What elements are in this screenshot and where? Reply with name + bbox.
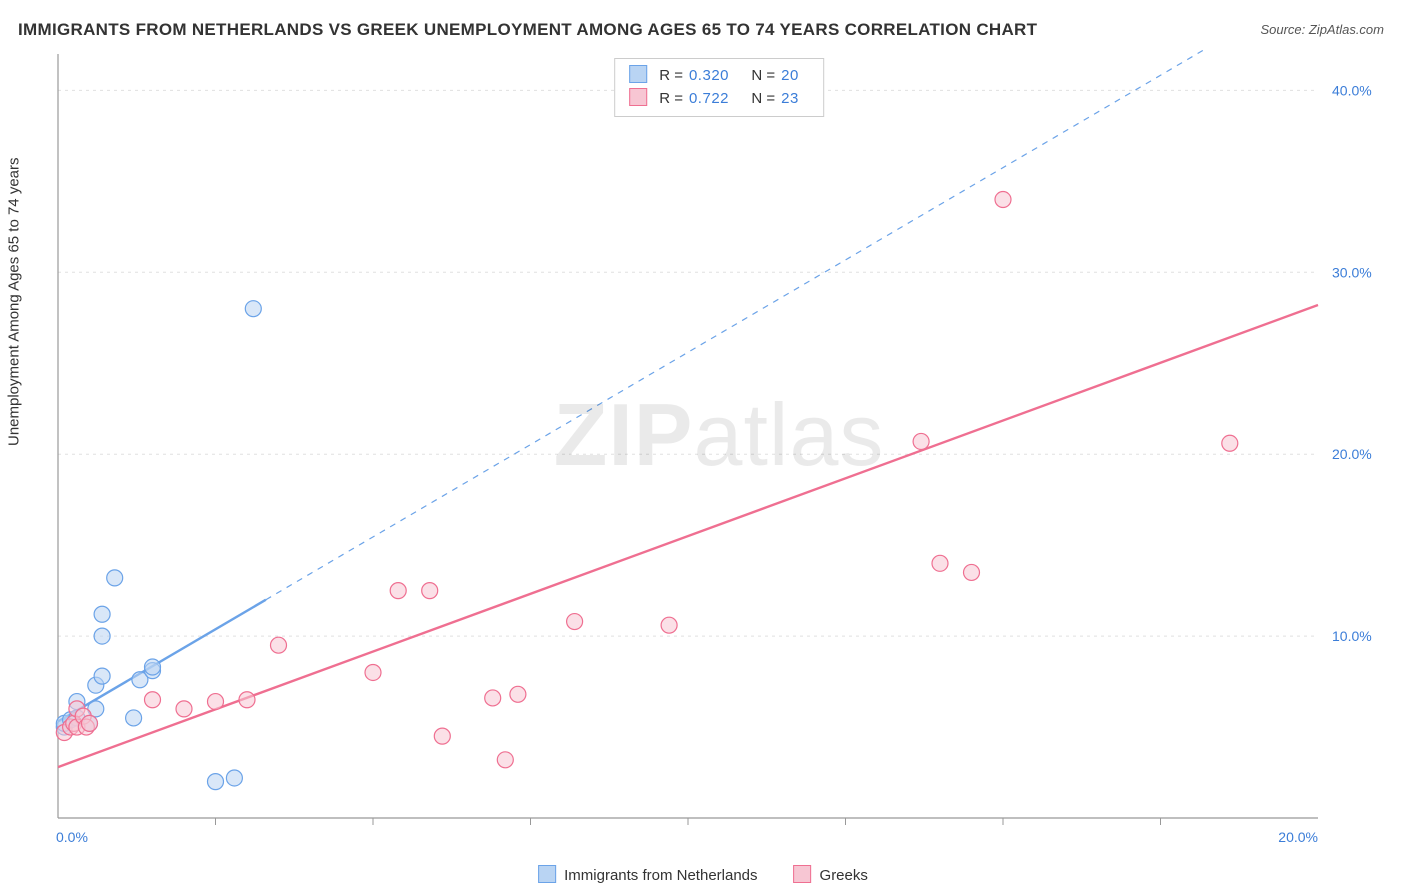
data-point-greeks bbox=[434, 728, 450, 744]
y-tick-label: 10.0% bbox=[1332, 628, 1372, 644]
r-value: 0.722 bbox=[689, 90, 729, 107]
y-tick-label: 40.0% bbox=[1332, 82, 1372, 98]
n-value: 23 bbox=[781, 90, 799, 107]
data-point-greeks bbox=[995, 192, 1011, 208]
stats-row-netherlands: R = 0.320 N = 20 bbox=[629, 65, 809, 88]
data-point-greeks bbox=[964, 564, 980, 580]
data-point-greeks bbox=[82, 715, 98, 731]
data-point-netherlands bbox=[94, 606, 110, 622]
legend-label: Greeks bbox=[820, 867, 868, 884]
data-point-netherlands bbox=[94, 668, 110, 684]
n-label: N = bbox=[751, 67, 775, 84]
data-point-greeks bbox=[567, 614, 583, 630]
stats-legend-box: R = 0.320 N = 20 R = 0.722 N = 23 bbox=[614, 58, 824, 117]
data-point-greeks bbox=[485, 690, 501, 706]
n-value: 20 bbox=[781, 67, 799, 84]
source-prefix: Source: bbox=[1260, 22, 1308, 37]
data-point-greeks bbox=[932, 555, 948, 571]
y-axis-label: Unemployment Among Ages 65 to 74 years bbox=[6, 157, 23, 446]
r-label: R = bbox=[659, 90, 683, 107]
legend-label: Immigrants from Netherlands bbox=[564, 867, 757, 884]
data-point-greeks bbox=[176, 701, 192, 717]
r-label: R = bbox=[659, 67, 683, 84]
data-point-greeks bbox=[497, 752, 513, 768]
data-point-greeks bbox=[510, 686, 526, 702]
source-name: ZipAtlas.com bbox=[1309, 22, 1384, 37]
data-point-netherlands bbox=[126, 710, 142, 726]
data-point-netherlands bbox=[226, 770, 242, 786]
data-point-netherlands bbox=[208, 774, 224, 790]
data-point-netherlands bbox=[245, 301, 261, 317]
swatch-netherlands bbox=[629, 65, 647, 83]
x-tick-label: 20.0% bbox=[1278, 829, 1318, 845]
data-point-greeks bbox=[1222, 435, 1238, 451]
r-value: 0.320 bbox=[689, 67, 729, 84]
data-point-netherlands bbox=[145, 659, 161, 675]
data-point-greeks bbox=[208, 694, 224, 710]
data-point-greeks bbox=[145, 692, 161, 708]
swatch-greeks bbox=[629, 88, 647, 106]
stats-row-greeks: R = 0.722 N = 23 bbox=[629, 88, 809, 111]
chart-title: IMMIGRANTS FROM NETHERLANDS VS GREEK UNE… bbox=[18, 20, 1037, 40]
source-attribution: Source: ZipAtlas.com bbox=[1260, 22, 1384, 37]
legend-swatch-greeks bbox=[794, 865, 812, 883]
chart-svg: 10.0% 20.0% 30.0% 40.0% 0.0% 20.0% bbox=[50, 50, 1388, 852]
data-point-greeks bbox=[913, 433, 929, 449]
legend-swatch-netherlands bbox=[538, 865, 556, 883]
data-point-greeks bbox=[661, 617, 677, 633]
y-tick-label: 30.0% bbox=[1332, 264, 1372, 280]
data-point-greeks bbox=[365, 664, 381, 680]
y-tick-label: 20.0% bbox=[1332, 446, 1372, 462]
legend-item-greeks: Greeks bbox=[794, 865, 868, 884]
data-point-greeks bbox=[422, 583, 438, 599]
data-point-greeks bbox=[271, 637, 287, 653]
data-point-greeks bbox=[239, 692, 255, 708]
series-legend: Immigrants from Netherlands Greeks bbox=[520, 865, 886, 884]
legend-item-netherlands: Immigrants from Netherlands bbox=[538, 865, 757, 884]
data-point-netherlands bbox=[94, 628, 110, 644]
trend-line-dashed-netherlands bbox=[266, 50, 1318, 600]
data-point-netherlands bbox=[107, 570, 123, 586]
x-tick-label: 0.0% bbox=[56, 829, 88, 845]
plot-area: 10.0% 20.0% 30.0% 40.0% 0.0% 20.0% R = 0.320 N… bbox=[50, 50, 1388, 852]
n-label: N = bbox=[751, 90, 775, 107]
data-point-greeks bbox=[390, 583, 406, 599]
